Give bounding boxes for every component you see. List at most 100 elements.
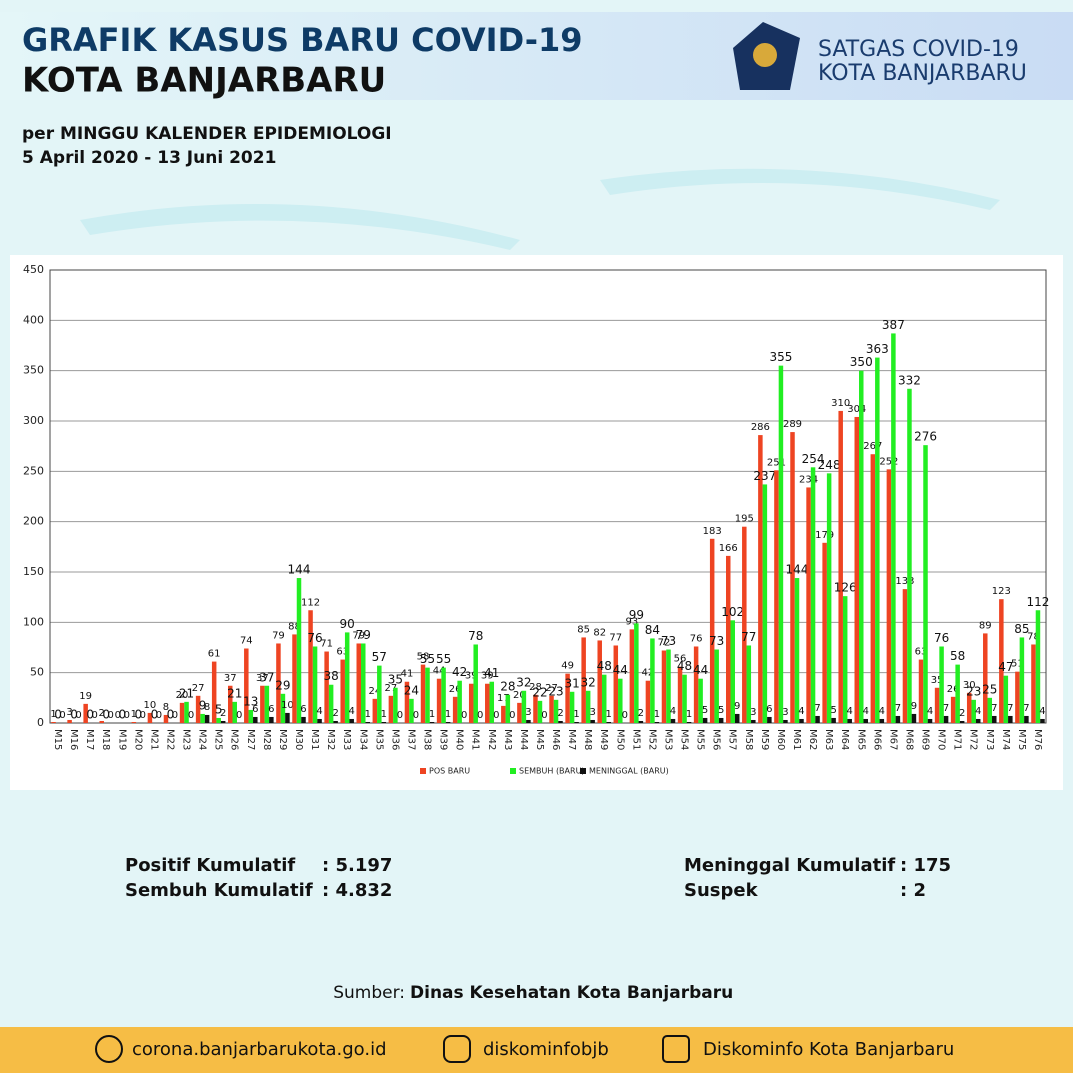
data-label: 42 — [452, 665, 467, 679]
bar — [533, 694, 538, 723]
data-label: 49 — [561, 661, 574, 672]
data-label: 248 — [818, 458, 841, 472]
data-label: 179 — [815, 530, 834, 541]
bar — [521, 690, 527, 723]
data-label: 0 — [151, 708, 159, 722]
data-label: 58 — [417, 652, 430, 663]
x-tick-label: M59 — [759, 729, 770, 750]
data-label: 21 — [227, 686, 242, 700]
data-label: 1 — [573, 709, 579, 720]
data-label: 0 — [135, 708, 143, 722]
data-label: 0 — [59, 710, 65, 721]
data-label: 0 — [461, 710, 467, 721]
bar — [200, 713, 205, 723]
data-label: 85 — [577, 624, 590, 635]
bar — [425, 667, 430, 723]
bar — [296, 578, 302, 723]
x-tick-label: M61 — [791, 729, 802, 750]
bar — [1015, 671, 1020, 723]
x-tick-label: M72 — [968, 729, 979, 750]
data-label: 1 — [365, 709, 371, 720]
bar — [774, 470, 779, 723]
data-label: 72 — [658, 638, 671, 649]
bar — [682, 674, 687, 723]
data-label: 251 — [767, 457, 786, 468]
logo — [753, 43, 777, 67]
data-label: 42 — [642, 668, 655, 679]
bar — [730, 620, 735, 723]
data-label: 4 — [847, 706, 853, 717]
subtitle: per MINGGU KALENDER EPIDEMIOLOGI — [22, 124, 392, 144]
stat-label: Meninggal Kumulatif — [684, 855, 895, 876]
footer-instagram: diskominfobjb — [483, 1039, 609, 1060]
x-tick-label: M34 — [357, 729, 368, 750]
bar — [452, 696, 458, 723]
data-label: 79 — [272, 630, 285, 641]
stat-value: : 175 — [900, 855, 951, 876]
data-label: 73 — [661, 634, 676, 648]
bar — [381, 721, 387, 723]
x-tick-label: M58 — [743, 729, 754, 750]
bar — [810, 467, 816, 723]
data-label: 27 — [385, 683, 398, 694]
bar — [553, 699, 559, 723]
data-label: 58 — [950, 649, 965, 663]
data-label: 0 — [75, 710, 81, 721]
data-label: 1 — [381, 709, 387, 720]
bar — [393, 687, 398, 723]
bar — [308, 610, 313, 723]
bar — [216, 717, 221, 723]
bar — [276, 643, 281, 723]
data-label: 0 — [70, 708, 78, 722]
data-label: 183 — [703, 526, 722, 537]
bar — [147, 712, 153, 723]
bar — [613, 645, 619, 723]
bar — [131, 721, 137, 723]
bar — [734, 713, 740, 723]
data-label: 20 — [176, 690, 189, 701]
legend-swatch — [420, 768, 426, 774]
bar — [489, 681, 495, 723]
data-label: 0 — [509, 710, 515, 721]
bar — [253, 716, 258, 723]
bar — [714, 649, 719, 723]
bar — [184, 701, 189, 723]
data-label: 56 — [674, 654, 687, 665]
data-label: 39 — [465, 671, 478, 682]
data-label: 6 — [766, 704, 772, 715]
data-label: 0 — [167, 708, 175, 722]
data-label: 1 — [654, 709, 660, 720]
bar — [725, 555, 731, 723]
bar — [195, 695, 201, 723]
bar — [650, 638, 655, 723]
data-label: 144 — [786, 563, 809, 577]
data-label: 387 — [882, 318, 905, 332]
bar — [505, 694, 511, 723]
data-label: 7 — [943, 703, 949, 714]
stat-value: : 5.197 — [322, 855, 392, 876]
bar — [324, 651, 329, 723]
data-label: 1 — [131, 709, 137, 720]
bar — [312, 646, 318, 723]
legend-label: POS BARU — [429, 767, 470, 776]
data-label: 73 — [709, 634, 724, 648]
bar — [992, 715, 997, 723]
data-label: 123 — [992, 586, 1011, 597]
data-label: 57 — [372, 650, 387, 664]
x-tick-label: M33 — [341, 729, 352, 750]
bar — [758, 435, 763, 723]
bar — [409, 698, 414, 723]
bar — [886, 469, 892, 723]
bar — [831, 717, 836, 723]
data-label: 25 — [982, 682, 997, 696]
y-tick-label: 200 — [23, 515, 44, 528]
legend-swatch — [580, 768, 586, 774]
facebook-icon — [662, 1035, 690, 1063]
bar — [537, 700, 543, 723]
bar — [377, 665, 382, 723]
x-tick-label: M28 — [261, 729, 272, 750]
x-tick-label: M31 — [309, 729, 320, 750]
data-label: 23 — [966, 684, 981, 698]
data-label: 8 — [204, 702, 210, 713]
x-tick-label: M21 — [148, 729, 159, 750]
